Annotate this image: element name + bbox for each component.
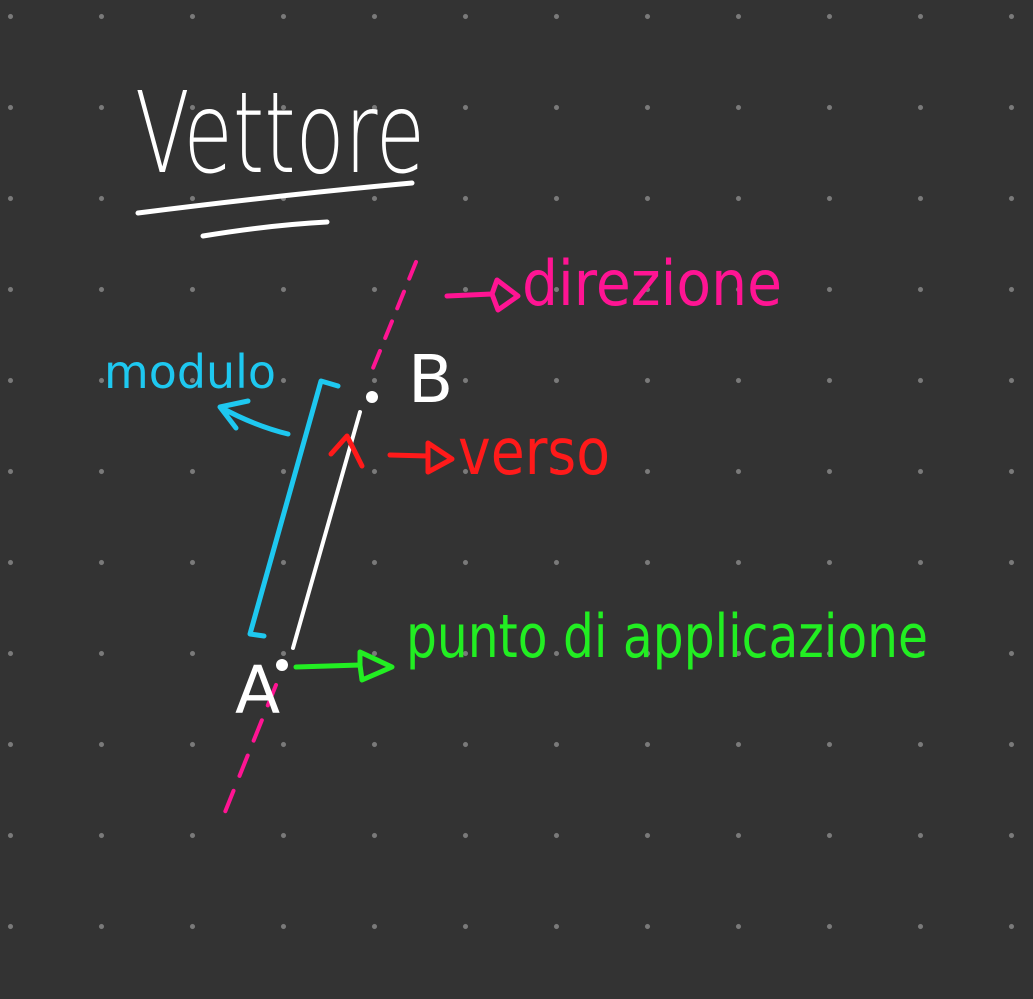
- punto-arrow: [293, 649, 395, 683]
- direction-line-upper: [367, 260, 418, 380]
- modulo-bracket: [247, 378, 341, 639]
- verso-label: verso: [458, 416, 610, 490]
- point-a-label: A: [235, 652, 280, 729]
- title-underline-1: [135, 180, 415, 216]
- point-b-label: B: [408, 341, 453, 418]
- point-b: [366, 391, 378, 403]
- title-text: Vettore: [135, 69, 425, 199]
- vector-line: [291, 410, 362, 650]
- direzione-arrow: [444, 277, 521, 313]
- verso-arrow: [387, 440, 455, 475]
- point-a: [276, 659, 288, 671]
- modulo-label: modulo: [104, 345, 276, 399]
- title-underline-2: [200, 219, 330, 239]
- direzione-label: direzione: [522, 247, 782, 320]
- modulo-arrow: [217, 398, 291, 437]
- punto-label: punto di applicazione: [406, 602, 928, 672]
- direction-line-lower: [219, 683, 278, 824]
- verso-arrowhead: [328, 433, 365, 469]
